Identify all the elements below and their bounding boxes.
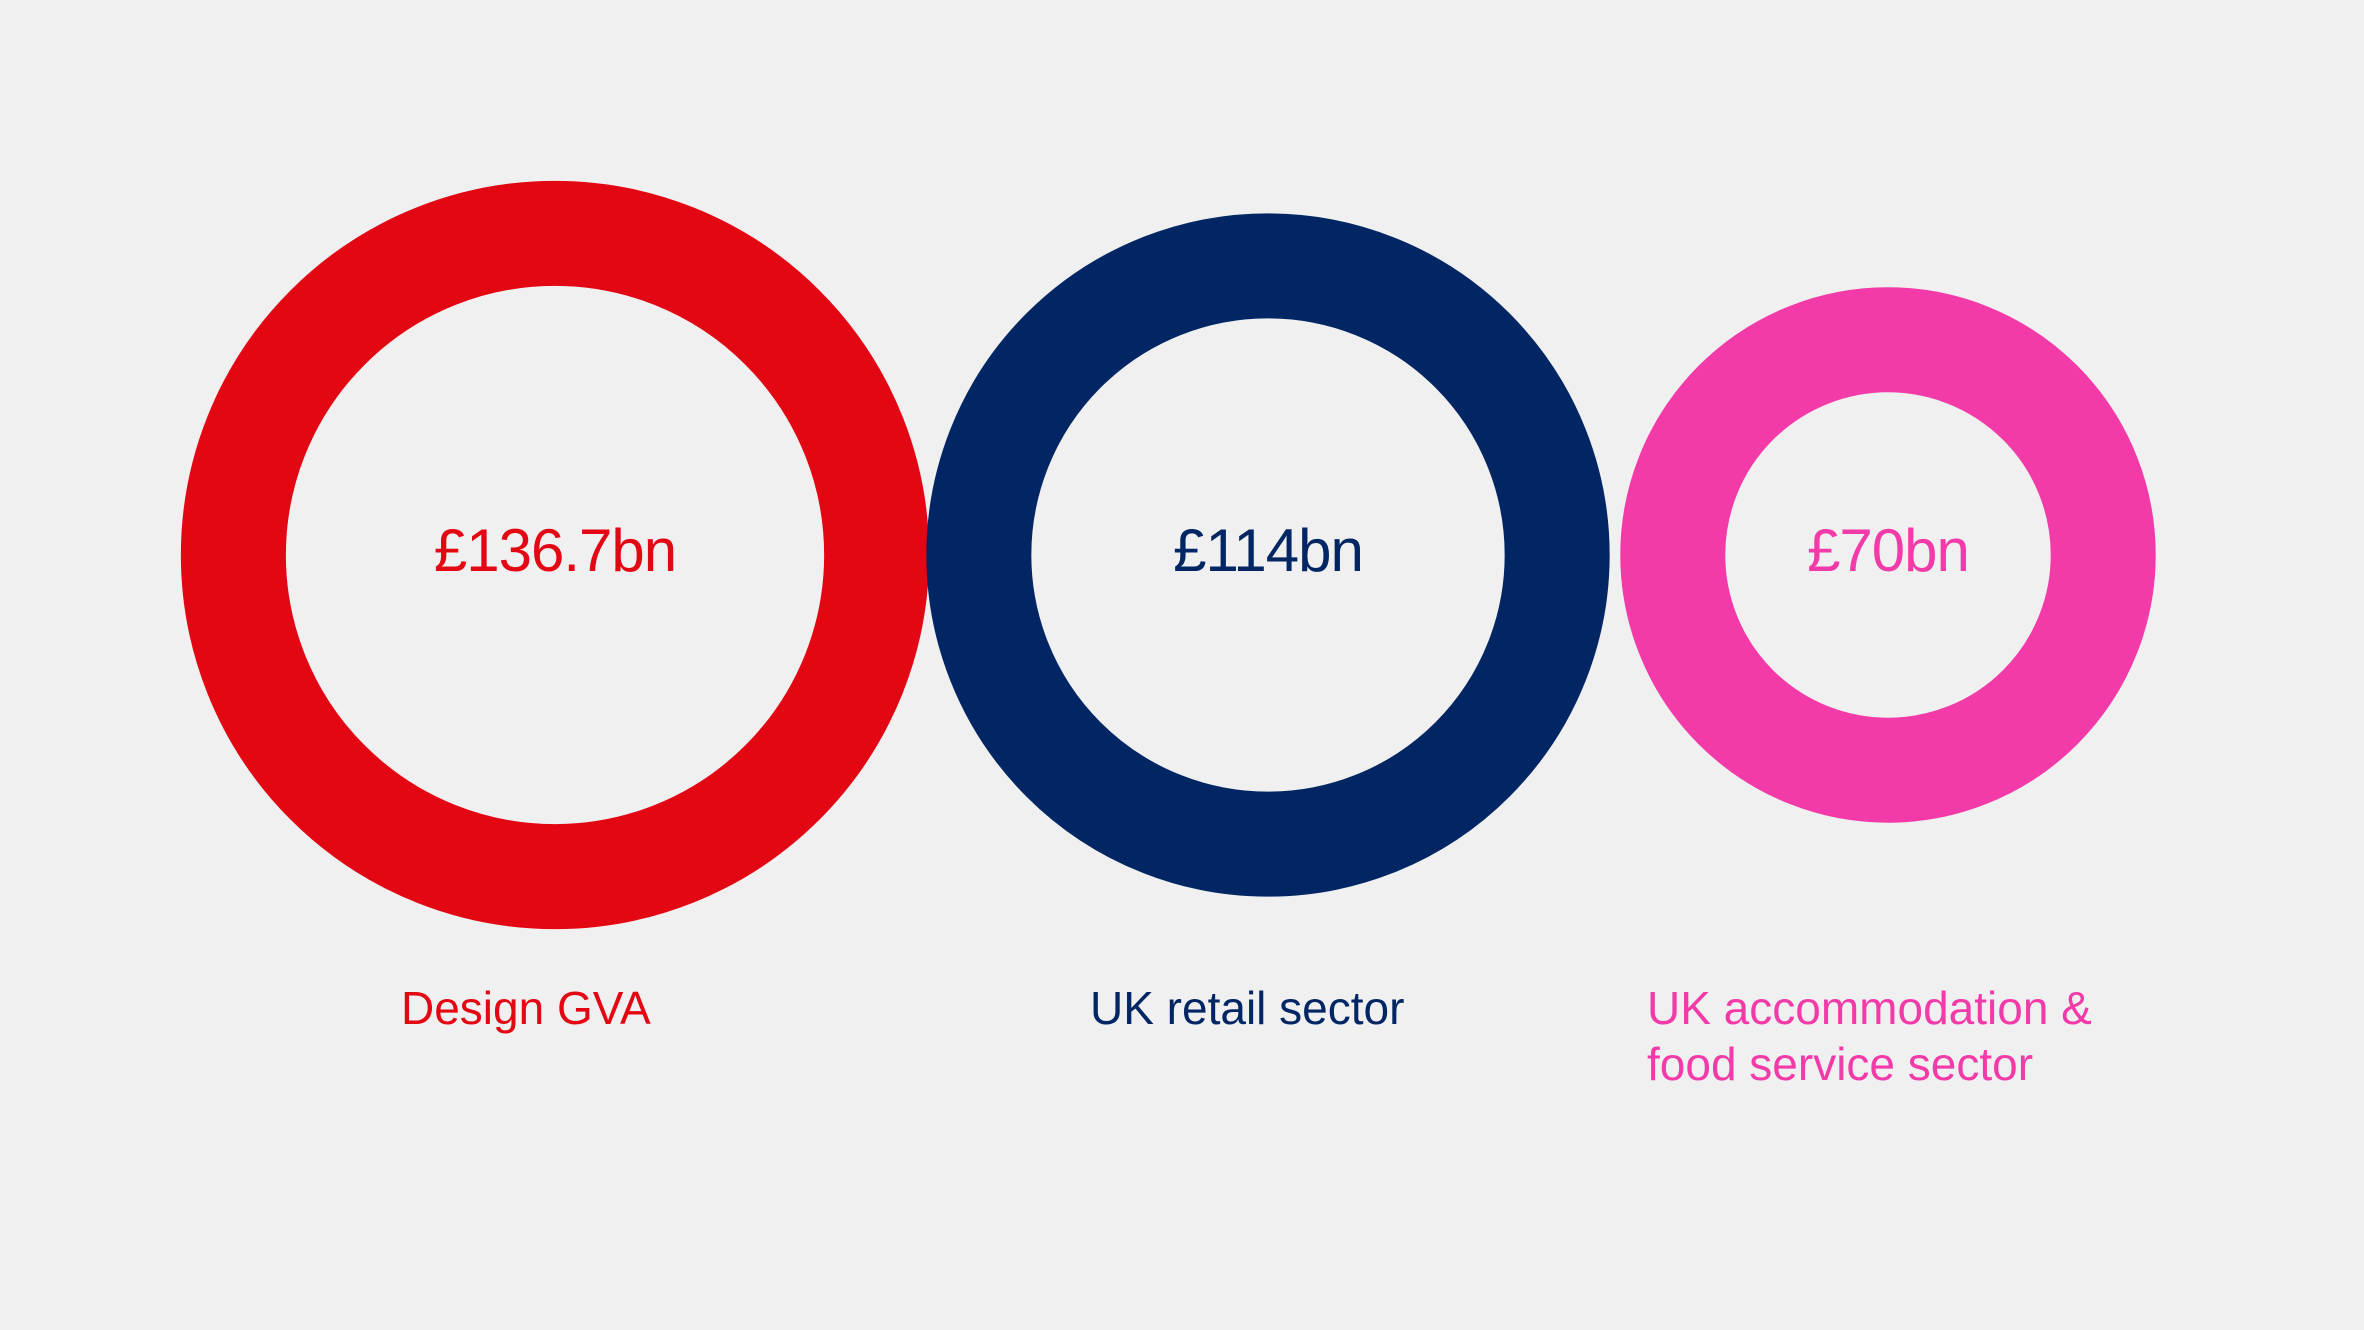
value-label: £114bn: [1173, 517, 1363, 584]
category-label: Design GVA: [401, 982, 651, 1034]
category-label: UK accommodation & food service sector: [1647, 982, 2092, 1090]
value-label: £136.7bn: [434, 517, 676, 584]
ring: [1620, 287, 2156, 823]
ring: [180, 180, 930, 930]
category-label: UK retail sector: [1090, 982, 1405, 1034]
value-label: £70bn: [1807, 517, 1969, 584]
ring: [926, 213, 1610, 897]
